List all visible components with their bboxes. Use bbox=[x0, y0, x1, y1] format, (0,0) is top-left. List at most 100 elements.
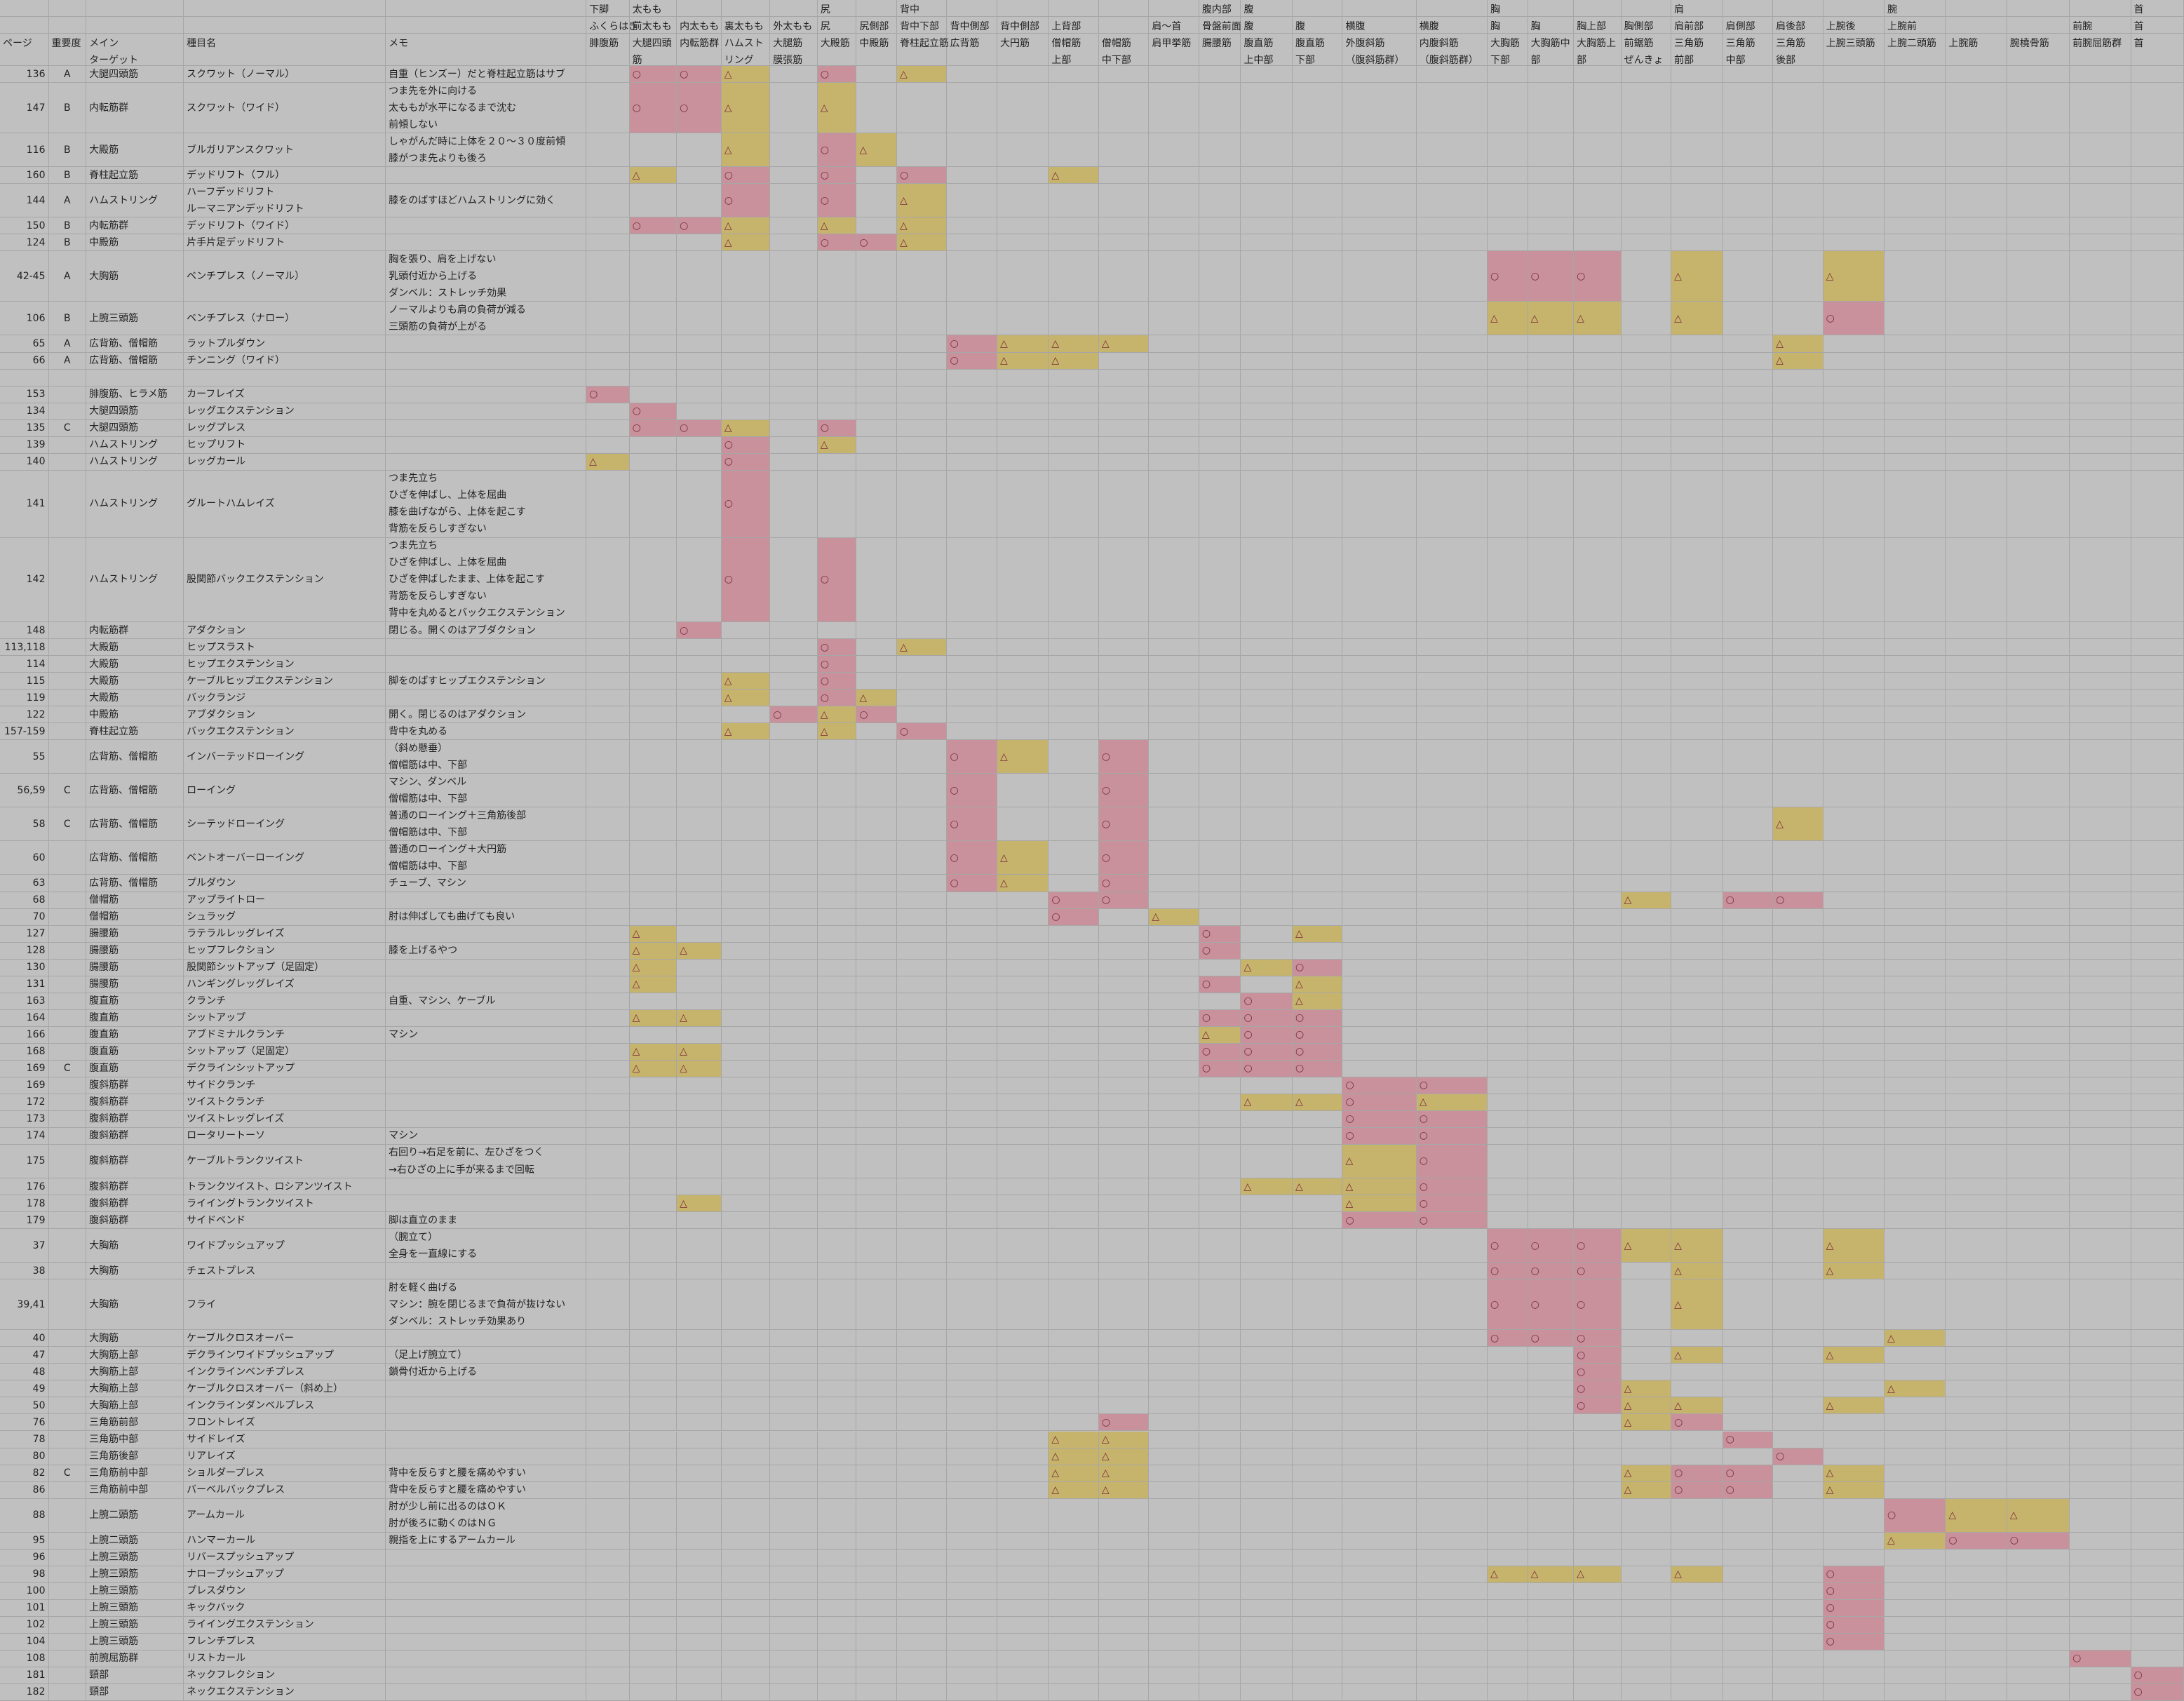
muscle-mark bbox=[1671, 993, 1723, 1010]
muscle-mark bbox=[1199, 1195, 1241, 1213]
muscle-mark bbox=[1671, 352, 1723, 370]
muscle-mark bbox=[856, 1279, 897, 1331]
importance bbox=[48, 1380, 87, 1398]
muscle-mark bbox=[629, 1582, 678, 1600]
memo bbox=[386, 335, 587, 353]
muscle-mark bbox=[1488, 1077, 1528, 1094]
muscle-mark bbox=[1416, 925, 1488, 943]
muscle-mark bbox=[677, 1448, 722, 1465]
muscle-mark: △ bbox=[1823, 1465, 1885, 1482]
muscle-mark bbox=[856, 673, 897, 690]
muscle-mark bbox=[1098, 403, 1150, 420]
muscle-mark bbox=[1671, 690, 1723, 707]
muscle-mark bbox=[1823, 1110, 1885, 1128]
header-cell: 背中下部 bbox=[896, 17, 948, 34]
muscle-mark bbox=[2070, 875, 2131, 892]
muscle-mark: △ bbox=[1049, 1465, 1099, 1482]
header-cell: 裏太もも bbox=[721, 17, 771, 34]
muscle-mark bbox=[677, 723, 722, 741]
muscle-mark bbox=[1098, 1364, 1150, 1381]
muscle-mark bbox=[1416, 1566, 1488, 1583]
muscle-mark bbox=[2070, 892, 2131, 909]
memo: 自重（ヒンズー）だと脊柱起立筋はサブ bbox=[386, 66, 587, 83]
muscle-mark: △ bbox=[1621, 1481, 1672, 1499]
muscle-mark bbox=[1528, 470, 1575, 538]
muscle-mark bbox=[1199, 1616, 1241, 1634]
muscle-mark bbox=[856, 66, 897, 83]
muscle-mark bbox=[1885, 1566, 1946, 1583]
muscle-mark bbox=[1241, 639, 1293, 657]
muscle-mark bbox=[1199, 1347, 1241, 1364]
muscle-mark bbox=[1773, 1582, 1824, 1600]
muscle-mark: ○ bbox=[1574, 1229, 1622, 1263]
muscle-mark: △ bbox=[677, 942, 722, 960]
muscle-mark bbox=[770, 1465, 818, 1482]
muscle-mark bbox=[856, 1582, 897, 1600]
muscle-mark bbox=[1528, 167, 1575, 184]
muscle-mark: ○ bbox=[1342, 1127, 1417, 1145]
muscle-mark bbox=[677, 993, 722, 1010]
header-cell: 上腕後 bbox=[1823, 17, 1885, 34]
main-target: 三角筋前部 bbox=[86, 1414, 184, 1432]
muscle-mark: △ bbox=[997, 740, 1049, 774]
muscle-mark bbox=[1098, 133, 1150, 168]
muscle-mark bbox=[817, 1566, 857, 1583]
muscle-mark bbox=[1416, 167, 1488, 184]
muscle-mark bbox=[1199, 1380, 1241, 1398]
muscle-mark bbox=[1823, 622, 1885, 640]
header-cell: 腓腹筋 bbox=[586, 34, 630, 66]
muscle-mark bbox=[1241, 419, 1293, 437]
muscle-mark bbox=[1049, 1347, 1099, 1364]
muscle-mark bbox=[2131, 1448, 2184, 1465]
muscle-mark bbox=[1823, 807, 1885, 842]
muscle-mark bbox=[1149, 1144, 1199, 1179]
muscle-mark bbox=[629, 1026, 678, 1044]
exercise-name: シットアップ bbox=[184, 1009, 386, 1027]
muscle-mark bbox=[856, 251, 897, 302]
memo bbox=[386, 1330, 587, 1347]
exercise-name: ネックフレクション bbox=[184, 1667, 386, 1684]
muscle-mark bbox=[1488, 1364, 1528, 1381]
muscle-mark bbox=[1488, 706, 1528, 724]
muscle-mark bbox=[1241, 723, 1293, 741]
muscle-mark bbox=[2131, 908, 2184, 926]
header-cell: ふくらはぎ bbox=[586, 17, 638, 34]
muscle-mark bbox=[2070, 706, 2131, 724]
importance bbox=[48, 386, 87, 403]
main-target: 中殿筋 bbox=[86, 234, 184, 252]
muscle-mark bbox=[1528, 1431, 1575, 1448]
muscle-mark bbox=[770, 1229, 818, 1263]
muscle-mark bbox=[677, 369, 722, 386]
muscle-mark bbox=[1488, 673, 1528, 690]
muscle-mark bbox=[2131, 251, 2184, 302]
page-number: 66 bbox=[0, 352, 49, 370]
muscle-mark bbox=[1342, 419, 1417, 437]
muscle-mark bbox=[856, 1229, 897, 1263]
muscle-mark bbox=[677, 1094, 722, 1111]
muscle-mark bbox=[817, 1667, 857, 1684]
muscle-mark bbox=[1885, 892, 1946, 909]
main-target: 大殿筋 bbox=[86, 690, 184, 707]
muscle-mark bbox=[2007, 302, 2070, 336]
muscle-mark bbox=[1488, 419, 1528, 437]
header-cell bbox=[1149, 0, 1199, 17]
main-target: 大殿筋 bbox=[86, 133, 184, 168]
muscle-mark bbox=[1621, 622, 1672, 640]
muscle-mark bbox=[1049, 959, 1099, 976]
muscle-mark bbox=[997, 1414, 1049, 1432]
muscle-mark bbox=[629, 875, 678, 892]
muscle-mark bbox=[2131, 925, 2184, 943]
muscle-mark bbox=[1416, 470, 1488, 538]
muscle-mark bbox=[997, 1465, 1049, 1482]
muscle-mark bbox=[1574, 1599, 1622, 1617]
muscle-mark bbox=[1823, 1549, 1885, 1566]
muscle-mark bbox=[1292, 1347, 1343, 1364]
muscle-mark bbox=[1823, 1077, 1885, 1094]
muscle-mark bbox=[1292, 1229, 1343, 1263]
muscle-mark: △ bbox=[1621, 1414, 1672, 1432]
muscle-mark bbox=[1773, 1633, 1824, 1650]
muscle-mark bbox=[817, 1532, 857, 1549]
muscle-mark bbox=[997, 1364, 1049, 1381]
muscle-mark: △ bbox=[1823, 1481, 1885, 1499]
muscle-mark bbox=[1342, 1465, 1417, 1482]
